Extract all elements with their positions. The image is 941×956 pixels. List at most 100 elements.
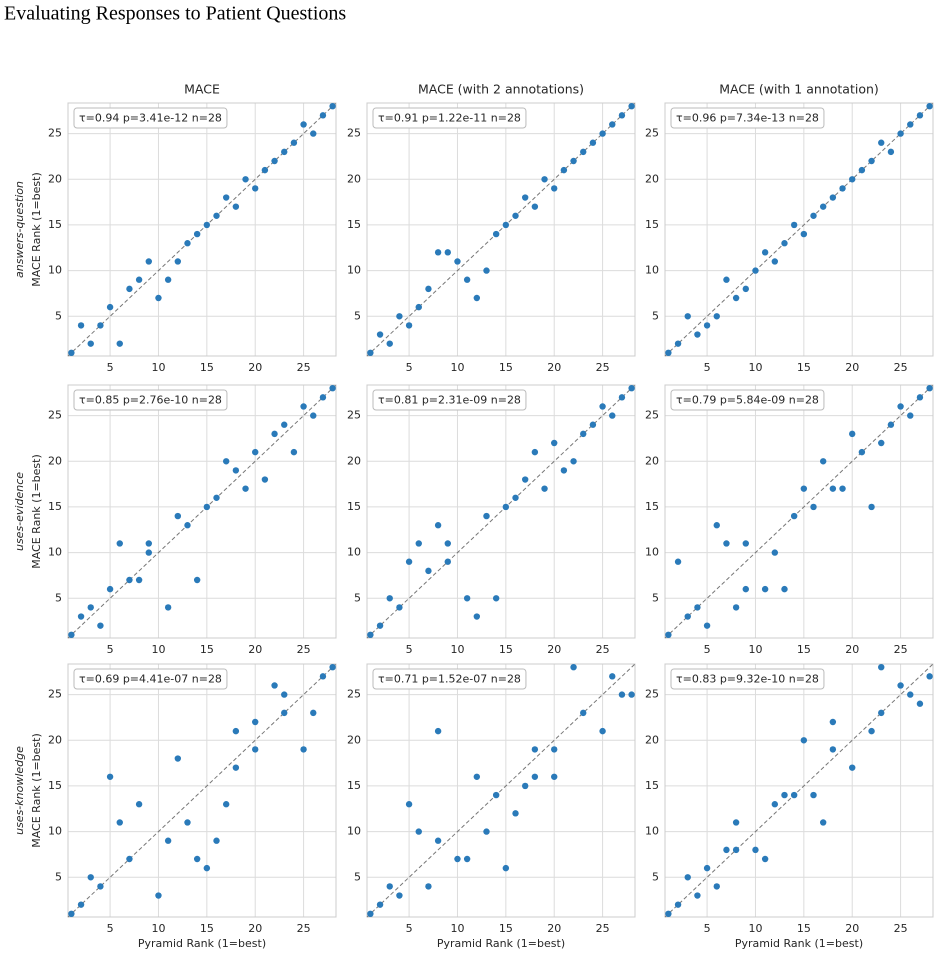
axes-frame — [664, 384, 934, 639]
panel: 5 10 15 20 25 5 10 15 20 25 MACE (with 1 annotatio… — [645, 82, 934, 374]
point — [281, 691, 288, 698]
point — [732, 294, 740, 302]
point — [281, 709, 288, 717]
point — [703, 864, 711, 872]
annotation-box — [372, 668, 527, 690]
point — [405, 801, 413, 808]
point — [126, 285, 133, 293]
point — [164, 604, 172, 611]
point — [781, 791, 788, 799]
x-tick-label: 20 — [248, 922, 262, 935]
point — [193, 576, 201, 584]
point — [310, 412, 317, 419]
point — [599, 403, 606, 410]
point — [106, 773, 114, 780]
point — [405, 322, 413, 329]
point — [541, 485, 548, 492]
annotation: τ=0.83 p=9.32e-10 n=28 — [676, 673, 819, 686]
point — [684, 313, 691, 320]
y-tick-label: 5 — [652, 591, 659, 604]
point — [618, 394, 626, 401]
point — [897, 403, 904, 410]
y-tick-label: 15 — [347, 779, 361, 792]
point — [68, 910, 75, 918]
point — [271, 157, 278, 165]
reference-line — [67, 102, 337, 357]
annotation-box — [73, 107, 228, 129]
point — [742, 540, 749, 547]
point — [281, 148, 288, 156]
x-tick-label: 20 — [547, 922, 561, 935]
panel: 5 10 15 20 25 5 10 15 20 25 Pyramid Rank (1=best) τ… — [347, 663, 636, 950]
point — [425, 567, 432, 575]
point — [367, 349, 374, 357]
y-tick-label: 10 — [347, 825, 361, 838]
reference-line — [67, 384, 337, 639]
point — [116, 340, 123, 347]
point — [810, 503, 817, 511]
point — [907, 121, 914, 128]
point — [790, 221, 798, 229]
point — [589, 421, 597, 428]
point — [261, 476, 269, 483]
y-tick-label: 10 — [48, 825, 62, 838]
point — [242, 176, 249, 183]
point — [829, 194, 837, 201]
point — [203, 503, 211, 511]
point — [819, 203, 827, 210]
point — [376, 331, 384, 338]
x-tick-label: 15 — [797, 922, 811, 935]
point — [281, 421, 288, 428]
point — [589, 139, 597, 146]
y-tick-label: 5 — [55, 870, 62, 883]
point — [819, 458, 827, 465]
point — [396, 313, 403, 320]
point — [926, 673, 933, 680]
point — [473, 773, 481, 780]
x-tick-label: 25 — [596, 922, 610, 935]
y-tick-label: 20 — [645, 733, 659, 746]
point — [781, 240, 788, 247]
point — [665, 910, 672, 918]
point — [665, 349, 672, 357]
point — [570, 157, 577, 165]
panel: 5 10 15 20 25 5 10 15 20 25 uses-knowledge MACE Ran… — [13, 663, 337, 950]
point — [674, 558, 682, 565]
point — [135, 276, 143, 283]
point — [723, 276, 730, 283]
point — [684, 613, 691, 620]
point — [376, 622, 384, 629]
point — [463, 595, 471, 602]
point — [184, 240, 191, 247]
point — [618, 691, 626, 698]
point — [781, 585, 788, 593]
point — [463, 855, 471, 863]
point — [376, 901, 384, 908]
point — [434, 727, 442, 735]
y-tick-label: 20 — [48, 454, 62, 467]
point — [145, 549, 152, 556]
point — [87, 604, 94, 611]
panel-title: MACE (with 1 annotation) — [719, 82, 879, 97]
row-label: uses-knowledge — [13, 746, 26, 835]
point — [492, 230, 500, 238]
point — [367, 631, 374, 639]
point — [155, 294, 162, 302]
y-tick-label: 10 — [48, 264, 62, 277]
point — [887, 421, 895, 428]
point — [174, 755, 182, 762]
y-tick-label: 25 — [645, 688, 659, 701]
point — [77, 901, 85, 908]
point — [878, 663, 885, 671]
point — [415, 303, 422, 311]
point — [674, 340, 682, 347]
x-tick-label: 10 — [450, 361, 464, 374]
point — [97, 883, 104, 890]
x-tick-label: 10 — [450, 643, 464, 656]
point — [713, 883, 720, 890]
point — [521, 782, 529, 790]
point — [570, 458, 577, 465]
point — [752, 846, 759, 854]
point — [878, 709, 885, 717]
y-tick-label: 5 — [55, 591, 62, 604]
